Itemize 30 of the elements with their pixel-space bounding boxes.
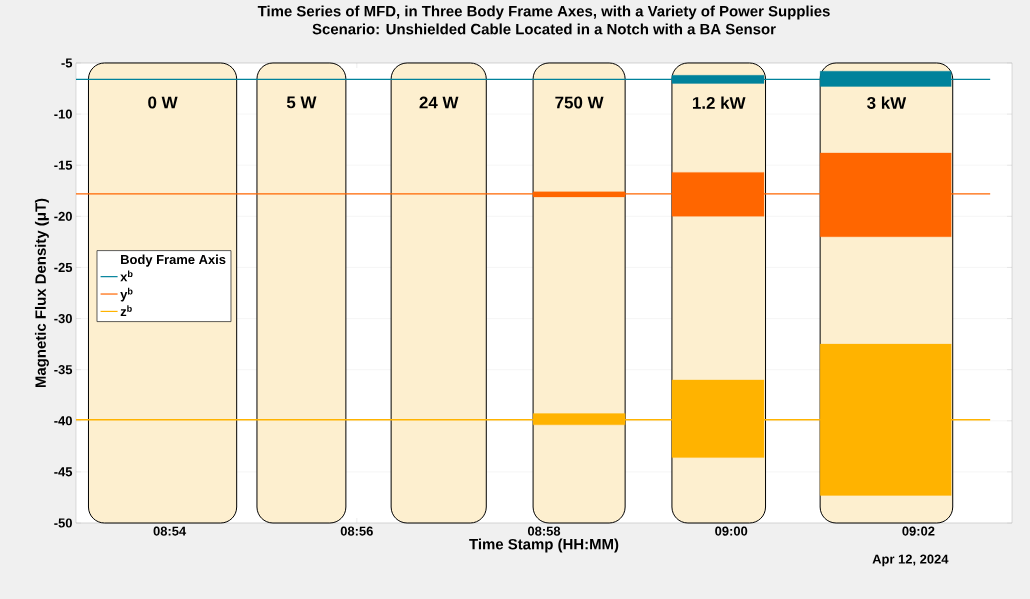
- x-tick-label: 08:56: [340, 526, 373, 536]
- y-tick-label: -5: [61, 58, 73, 68]
- legend-label: x$^{b}$: [120, 270, 133, 282]
- text: Apr 12, 2024: [872, 554, 949, 567]
- y-tick-label: -30: [54, 313, 72, 324]
- x-tick-label: 08:58: [527, 526, 561, 536]
- y-axis-title: Magnetic Flux Density (μT): [34, 198, 49, 388]
- x-tick-label: 08:54: [153, 526, 187, 536]
- legend-label: z$^{b}$: [120, 305, 132, 317]
- band-label: 5 W: [286, 96, 317, 109]
- band-label: 750 W: [555, 96, 604, 109]
- y-tick-label: -25: [54, 262, 73, 273]
- band-label: 24 W: [419, 96, 459, 109]
- y-tick-label: -45: [54, 467, 73, 477]
- y-tick-label: -20: [54, 211, 72, 221]
- chart-title: Time Series of MFD, in Three Body Frame Axes, with a Variety of Power Supplies: [257, 5, 830, 20]
- chart-subtitle: Scenario: Unshielded Cable Located in a Notch with a BA Sensor: [312, 23, 776, 35]
- y-tick-label: -50: [54, 518, 72, 528]
- legend-label: y$^{b}$: [120, 287, 133, 302]
- y-tick-label: -15: [54, 160, 73, 170]
- band-label: 1.2 kW: [692, 96, 746, 109]
- band-label: 0 W: [148, 96, 178, 109]
- y-tick-label: -40: [54, 416, 72, 426]
- x-tick-label: 09:02: [902, 526, 935, 536]
- y-tick-label: -10: [54, 109, 72, 119]
- legend-title: Body Frame Axis: [121, 254, 226, 267]
- band-label: 3 kW: [867, 96, 907, 109]
- x-tick-label: 09:00: [715, 526, 748, 536]
- x-axis-title: Time Stamp (HH:MM): [469, 538, 619, 553]
- y-tick-label: -35: [54, 365, 73, 375]
